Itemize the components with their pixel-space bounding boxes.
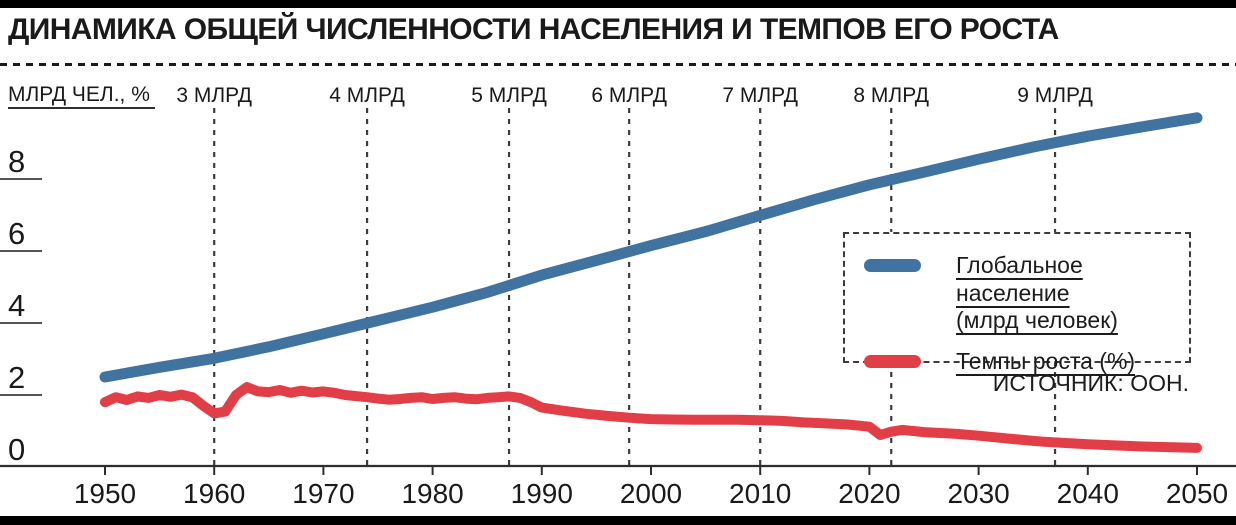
growth-rate-line: [100, 382, 1202, 453]
population-series-label: Глобальное население (млрд человек): [956, 252, 1189, 335]
x-tick-label: 2010: [729, 478, 791, 509]
milestone-label: 7 МЛРД: [722, 84, 798, 107]
y-tick-label: 4: [8, 288, 25, 323]
chart-legend: Глобальное население (млрд человек) Темп…: [843, 232, 1191, 374]
x-tick-label: 1990: [511, 478, 573, 509]
y-tick-label: 2: [8, 360, 25, 395]
y-tick-label: 8: [8, 144, 25, 179]
legend-item-growth: Темпы роста (%): [864, 348, 1189, 376]
x-tick-label: 2000: [620, 478, 682, 509]
page-title: ДИНАМИКА ОБЩЕЙ ЧИСЛЕННОСТИ НАСЕЛЕНИЯ И Т…: [8, 13, 1059, 46]
milestone-label: 8 МЛРД: [853, 84, 929, 107]
milestone-label: 6 МЛРД: [591, 84, 667, 107]
growth-series-label: Темпы роста (%): [956, 348, 1135, 376]
x-tick-label: 2050: [1166, 478, 1228, 509]
x-tick-label: 2040: [1057, 478, 1119, 509]
milestone-label: 5 МЛРД: [471, 84, 547, 107]
growth-series-swatch: [864, 354, 921, 368]
population-line: [99, 112, 1203, 383]
milestone-label: 4 МЛРД: [329, 84, 405, 107]
x-tick-label: 1980: [401, 478, 463, 509]
population-series-swatch: [864, 259, 921, 272]
x-tick-label: 1950: [74, 478, 136, 509]
legend-item-population: Глобальное население (млрд человек): [864, 252, 1189, 335]
y-tick-label: 0: [8, 432, 25, 467]
x-tick-label: 1960: [183, 478, 245, 509]
y-tick-label: 6: [8, 216, 25, 251]
top-accent-bar: [0, 0, 1236, 8]
y-axis-unit-label: МЛРД ЧЕЛ., %: [8, 83, 150, 106]
bottom-accent-bar: [0, 516, 1236, 525]
milestone-label: 9 МЛРД: [1017, 84, 1093, 107]
population-label-line2: (млрд человек): [956, 307, 1118, 334]
growth-label-line: Темпы роста (%): [956, 347, 1136, 374]
x-tick-label: 1970: [292, 478, 354, 509]
source-credit: ИСТОЧНИК: ООН.: [992, 370, 1189, 396]
x-tick-label: 2030: [947, 478, 1009, 509]
milestone-label: 3 МЛРД: [176, 84, 252, 107]
population-label-line1: Глобальное население: [956, 252, 1083, 306]
x-tick-label: 2020: [838, 478, 900, 509]
